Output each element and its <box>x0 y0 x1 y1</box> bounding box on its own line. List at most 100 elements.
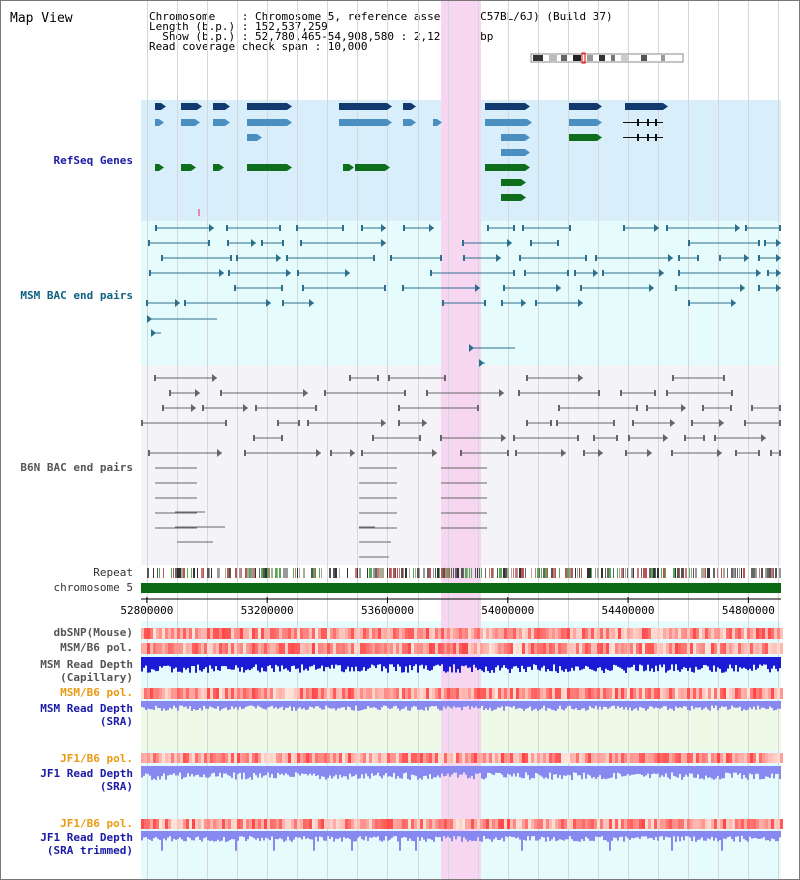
msm-depth-sra-bar <box>579 701 581 711</box>
msm-depth-capillary-bar <box>507 657 509 670</box>
track-label-msm-b6-pol-sra[interactable]: MSM/B6 pol. <box>60 686 133 699</box>
b6n-bac-pair-arrow <box>217 449 222 457</box>
jf1-b6-pol-cell <box>180 753 183 763</box>
msm-depth-sra-bar <box>609 701 611 708</box>
msm-depth-sra-bar <box>735 701 737 708</box>
msm-b6-pol-sra-cell <box>441 688 444 699</box>
msm-bac-pair-end <box>557 240 559 246</box>
track-label-jf1-read-depth-trimmed[interactable]: JF1 Read Depth <box>40 831 133 844</box>
msm-b6-pol-sra-cell <box>501 688 504 699</box>
jf1-depth-trimmed-bar <box>299 831 301 838</box>
jf1-depth-trimmed-bar <box>631 831 633 838</box>
jf1-depth-trimmed-bar <box>251 831 253 837</box>
jf1-depth-trimmed-bar <box>457 831 459 837</box>
jf1-b6-pol-cell <box>588 753 591 763</box>
track-label-b6n-bac[interactable]: B6N BAC end pairs <box>20 461 133 474</box>
track-label-jf1-read-depth-sra[interactable]: JF1 Read Depth <box>40 767 133 780</box>
track-label-msm-bac[interactable]: MSM BAC end pairs <box>20 289 133 302</box>
msm-bac-pair-end <box>758 255 760 261</box>
jf1-depth-trimmed-bar <box>303 831 305 837</box>
msm-depth-sra-bar <box>637 701 639 711</box>
msm-depth-sra-bar <box>695 701 697 708</box>
jf1-b6-pol-cell <box>693 753 696 763</box>
msm-b6-pol-sra-cell <box>252 688 255 699</box>
jf1-depth-trimmed-bar <box>665 831 667 837</box>
jf1-depth-trimmed-bar <box>603 831 605 841</box>
repeat-element <box>451 568 452 578</box>
track-label-msm-read-depth-capillary[interactable]: MSM Read Depth <box>40 658 133 671</box>
msm-b6-pol-sra-cell <box>780 688 783 699</box>
dbsnp-density-cell <box>744 628 747 639</box>
jf1-depth-trimmed-bar <box>411 831 413 841</box>
msm-b6-pol-cell <box>189 643 192 654</box>
msm-depth-sra-bar <box>431 701 433 707</box>
repeat-element <box>369 568 371 578</box>
msm-depth-sra-bar <box>643 701 645 709</box>
jf1-b6-pol-trimmed-cell <box>237 819 240 829</box>
jf1-b6-pol-cell <box>642 753 645 763</box>
msm-depth-sra-bar <box>185 701 187 707</box>
track-label-chromosome[interactable]: chromosome 5 <box>53 581 133 594</box>
jf1-b6-pol-cell <box>534 753 537 763</box>
jf1-depth-trimmed-bar <box>583 831 585 842</box>
track-label-repeat[interactable]: Repeat <box>93 566 133 579</box>
msm-depth-capillary-bar <box>453 657 455 665</box>
jf1-b6-pol-trimmed-cell <box>384 819 387 829</box>
jf1-b6-pol-cell <box>432 753 435 763</box>
jf1-b6-pol-trimmed-cell <box>267 819 270 829</box>
jf1-depth-trimmed-bar <box>447 831 449 837</box>
msm-depth-sra-bar <box>285 701 287 708</box>
dbsnp-density-cell <box>399 628 402 639</box>
msm-b6-pol-cell <box>777 643 780 654</box>
repeat-element <box>543 568 545 578</box>
jf1-b6-pol-cell <box>366 753 369 763</box>
msm-b6-pol-sra-cell <box>156 688 159 699</box>
msm-b6-pol-sra-cell <box>660 688 663 699</box>
repeat-element <box>207 568 209 578</box>
gene-strand-arrow <box>411 103 416 110</box>
msm-depth-sra-bar <box>647 701 649 709</box>
msm-b6-pol-cell <box>636 643 639 654</box>
msm-depth-sra-bar <box>323 701 325 710</box>
jf1-depth-sra-bar <box>227 766 229 776</box>
msm-b6-pol-cell <box>408 643 411 654</box>
jf1-depth-sra-bar <box>679 766 681 774</box>
msm-depth-sra-bar <box>671 701 673 709</box>
repeat-element <box>283 568 285 578</box>
dbsnp-density-cell <box>624 628 627 639</box>
jf1-depth-trimmed-bar <box>339 831 341 838</box>
jf1-depth-sra-bar <box>619 766 621 774</box>
jf1-depth-trimmed-bar <box>741 831 743 836</box>
repeat-element <box>201 568 203 578</box>
jf1-depth-trimmed-bar <box>415 831 417 851</box>
msm-bac-pair-end <box>688 300 690 306</box>
jf1-depth-sra-bar <box>513 766 515 774</box>
jf1-depth-sra-bar <box>583 766 585 773</box>
dbsnp-density-cell <box>297 628 300 639</box>
jf1-depth-trimmed-bar <box>607 831 609 842</box>
jf1-b6-pol-trimmed-cell <box>291 819 294 829</box>
jf1-b6-pol-trimmed-cell <box>594 819 597 829</box>
jf1-b6-pol-trimmed-cell <box>234 819 237 829</box>
jf1-b6-pol-cell <box>459 753 462 763</box>
jf1-b6-pol-cell <box>675 753 678 763</box>
msm-bac-pair-end <box>403 225 405 231</box>
track-label-jf1-b6-pol[interactable]: JF1/B6 pol. <box>60 752 133 765</box>
msm-b6-pol-cell <box>432 643 435 654</box>
repeat-element <box>739 568 740 578</box>
jf1-depth-trimmed-bar <box>243 831 245 838</box>
msm-depth-sra-bar <box>697 701 699 708</box>
track-label-dbsnp[interactable]: dbSNP(Mouse) <box>53 626 133 639</box>
track-label-msm-b6-pol[interactable]: MSM/B6 pol. <box>60 641 133 654</box>
msm-b6-pol-cell <box>735 643 738 654</box>
track-label-jf1-b6-pol-trimmed[interactable]: JF1/B6 pol. <box>60 817 133 830</box>
jf1-b6-pol-cell <box>396 753 399 763</box>
jf1-b6-pol-trimmed-cell <box>261 819 264 829</box>
track-label-refseq[interactable]: RefSeq Genes <box>53 154 133 167</box>
msm-b6-pol-cell <box>369 643 372 654</box>
msm-depth-sra-bar <box>747 701 749 710</box>
track-label-msm-read-depth-sra[interactable]: MSM Read Depth <box>40 702 133 715</box>
msm-depth-sra-bar <box>617 701 619 707</box>
dbsnp-density-cell <box>468 628 471 639</box>
